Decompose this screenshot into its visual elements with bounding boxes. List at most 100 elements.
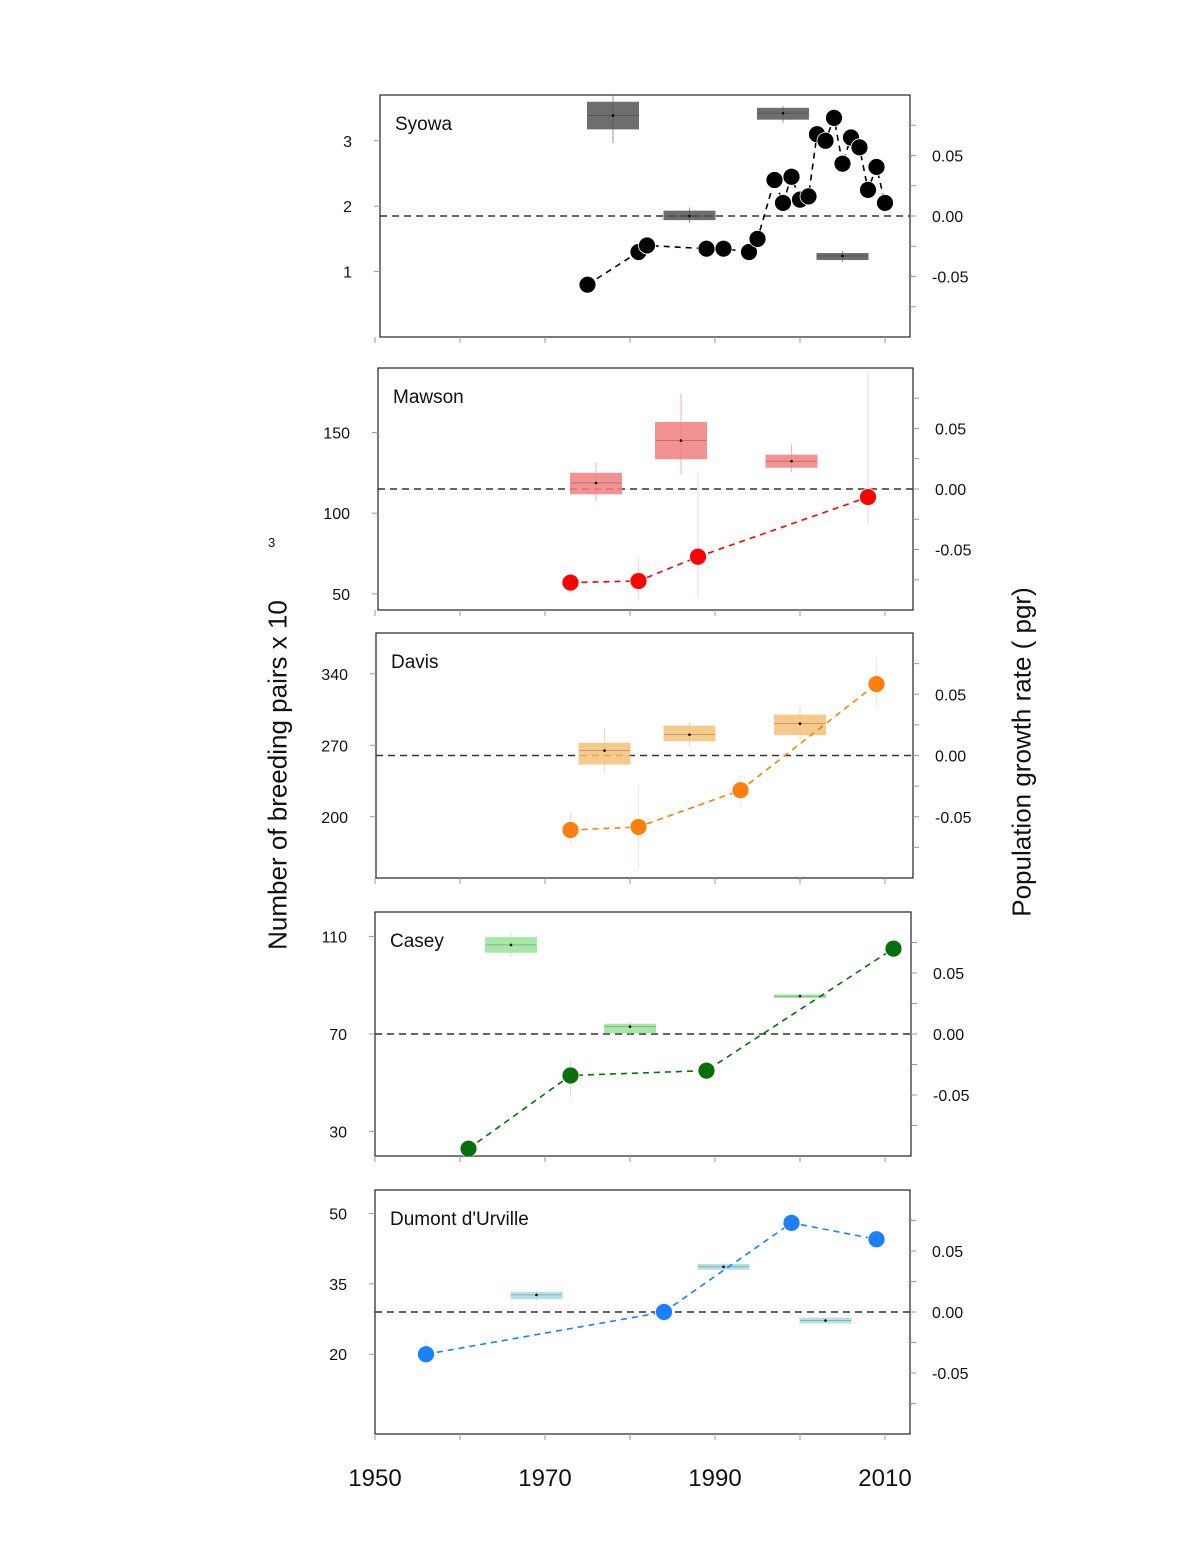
count-point [884, 939, 903, 958]
count-series-line [570, 496, 869, 584]
panel-title: Dumont d'Urville [390, 1209, 529, 1230]
y-left-tick-label: 50 [332, 587, 350, 604]
count-point [561, 1066, 580, 1085]
y-right-tick-label: 0.00 [935, 749, 966, 766]
count-point [867, 675, 886, 693]
panel-4: 20 35 50 0.05 0.00 -0.05 Dumont d'Urville [329, 1189, 969, 1440]
count-point [867, 1230, 886, 1249]
y-right-tick-label: -0.05 [935, 810, 972, 827]
count-point [765, 171, 784, 189]
panels-group: 1 2 3 0.05 0.00 -0.05 Syowa 50 100 150 0.05 0.00 -0.… [321, 94, 972, 1440]
growth-box-mean-dot [535, 1293, 538, 1297]
panel-title: Casey [390, 931, 444, 952]
panel-title: Syowa [395, 114, 452, 135]
count-point [782, 167, 801, 186]
count-point [774, 194, 792, 212]
count-point [740, 243, 758, 261]
y-left-tick-label: 50 [329, 1206, 347, 1223]
count-point [697, 239, 716, 258]
x-axis: 1950 1970 1990 2010 [348, 1465, 911, 1492]
y-right-tick-label: 0.05 [935, 422, 966, 439]
y-left-tick-label: 1 [343, 265, 352, 282]
x-tick-label: 1970 [518, 1465, 571, 1492]
growth-box-mean-dot [509, 943, 513, 947]
count-point [833, 154, 852, 173]
count-point [714, 239, 733, 258]
count-point [850, 138, 869, 157]
count-point [748, 229, 767, 248]
count-point [731, 781, 750, 800]
count-point [689, 547, 707, 566]
count-point [655, 1303, 673, 1321]
y-left-tick-label: 150 [323, 426, 350, 443]
y-right-tick-label: 0.00 [935, 482, 966, 499]
y-right-tick-label: -0.05 [932, 1366, 969, 1383]
growth-box-mean-dot [790, 459, 793, 463]
y-axis-label-left-superscript: 3 [268, 535, 276, 550]
panel-0: 1 2 3 0.05 0.00 -0.05 Syowa [343, 94, 969, 343]
y-left-tick-label: 270 [321, 738, 348, 755]
count-point [859, 488, 877, 506]
count-point [816, 131, 835, 150]
panel-plot-area [380, 95, 910, 294]
count-point [578, 275, 597, 294]
y-right-tick-label: 0.00 [932, 209, 963, 226]
growth-box-mean-dot [594, 481, 598, 485]
panel-1: 50 100 150 0.05 0.00 -0.05 Mawson [323, 367, 972, 616]
count-series-line [570, 683, 877, 831]
count-point [799, 187, 818, 206]
panel-2: 200 270 340 0.05 0.00 -0.05 Davis [321, 632, 972, 884]
growth-box-mean-dot [688, 214, 691, 218]
growth-box-mean-dot [603, 749, 606, 752]
growth-box-mean-dot [781, 111, 785, 115]
x-tick-label: 2010 [858, 1465, 911, 1492]
count-point [561, 573, 580, 592]
growth-box-mean-dot [798, 994, 802, 998]
growth-box-mean-dot [824, 1319, 827, 1322]
panel-plot-area [378, 371, 913, 601]
panel-plot-area [376, 657, 913, 869]
y-left-tick-label: 340 [321, 667, 348, 684]
y-left-tick-label: 30 [329, 1125, 347, 1142]
count-point [459, 1139, 478, 1156]
count-point [629, 572, 648, 590]
count-series-line [468, 947, 894, 1150]
y-right-tick-label: -0.05 [933, 1088, 970, 1105]
y-left-tick-label: 70 [329, 1027, 347, 1044]
growth-box-mean-dot [611, 114, 615, 117]
y-left-tick-label: 100 [323, 506, 350, 523]
count-point [782, 1213, 801, 1232]
y-left-tick-label: 2 [343, 199, 352, 216]
count-point [867, 158, 886, 176]
panel-3: 30 70 110 0.05 0.00 -0.05 Casey [321, 911, 970, 1162]
x-tick-label: 1990 [688, 1465, 741, 1492]
count-point [697, 1061, 716, 1080]
y-axis-label-left: Number of breeding pairs x 10 [262, 600, 293, 950]
count-point [825, 108, 843, 127]
growth-box-mean-dot [841, 254, 844, 258]
count-point [561, 821, 580, 839]
panel-plot-area [375, 1213, 910, 1364]
panel-title: Davis [391, 652, 439, 673]
growth-box-mean-dot [628, 1025, 632, 1028]
y-right-tick-label: 0.05 [932, 149, 963, 166]
panel-plot-area [375, 932, 911, 1156]
growth-box-mean-dot [798, 722, 802, 725]
y-axis-label-right: Population growth rate ( pgr) [1006, 587, 1037, 917]
growth-box-mean-dot [688, 733, 691, 736]
count-point [638, 236, 656, 255]
y-right-tick-label: -0.05 [932, 270, 969, 287]
growth-box-mean-dot [679, 439, 683, 442]
x-tick-label: 1950 [348, 1465, 401, 1492]
y-left-tick-label: 110 [321, 929, 347, 946]
growth-box [578, 742, 631, 765]
count-series-line [425, 1221, 877, 1356]
y-right-tick-label: 0.00 [932, 1305, 963, 1322]
panel-title: Mawson [393, 387, 464, 408]
y-left-tick-label: 35 [329, 1277, 347, 1294]
count-point [876, 194, 894, 212]
y-right-tick-label: 0.05 [935, 687, 966, 704]
count-point [859, 180, 877, 199]
y-right-tick-label: 0.00 [933, 1027, 964, 1044]
